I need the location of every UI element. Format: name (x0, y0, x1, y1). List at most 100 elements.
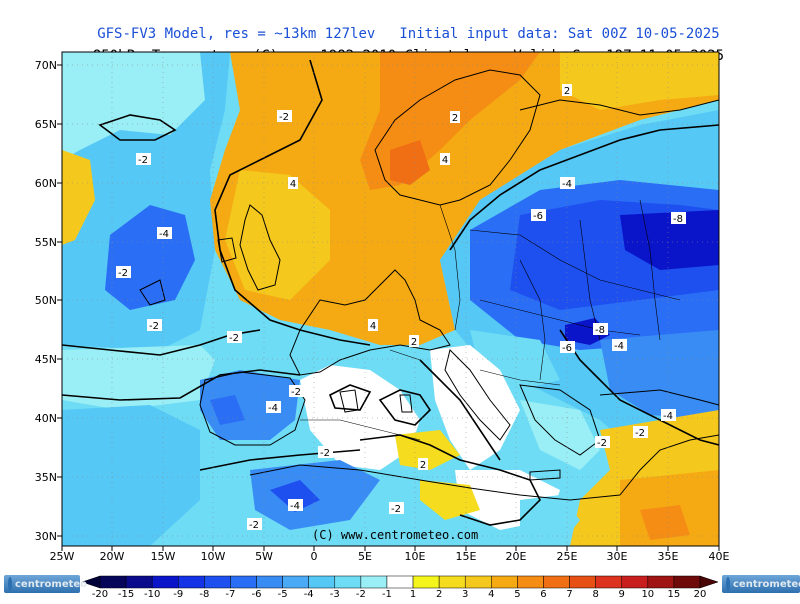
colorbar-tick-label: -15 (117, 589, 135, 600)
colorbar-swatch (543, 575, 570, 589)
colorbar-swatch (99, 575, 127, 589)
axis-ticks (57, 64, 720, 551)
contour-label: -2 (249, 520, 259, 531)
egypt-light (520, 495, 580, 546)
colorbar (0, 573, 800, 600)
colorbar-swatch (386, 575, 414, 589)
contour-label: -4 (614, 341, 624, 352)
contour-label: 2 (564, 86, 570, 97)
colorbar-tick-label: 2 (435, 589, 443, 600)
colorbar-swatch (204, 575, 231, 589)
colorbar-swatch (334, 575, 362, 589)
lat-label: 55N (34, 236, 57, 249)
colorbar-tick-label: 20 (693, 589, 707, 600)
colorbar-swatch (308, 575, 336, 589)
colorbar-tick-label: 10 (641, 589, 655, 600)
lon-label: 15E (455, 550, 477, 563)
colorbar-tick-label: 4 (488, 589, 495, 600)
coastlines (139, 69, 719, 501)
colorbar-tick-label: -1 (381, 589, 392, 600)
copyright-text: (C) www.centrometeo.com (312, 528, 479, 542)
contour-label: 2 (411, 337, 417, 348)
centrometeo-logo-left: centrometeo (4, 575, 87, 593)
colorbar-tick-label: 5 (514, 589, 521, 600)
colorbar-swatch (517, 575, 544, 589)
model-title: GFS-FV3 Model, res = ~13km 127lev Initial… (0, 10, 800, 42)
colorbar-tick-label: -3 (329, 589, 340, 600)
model-info: GFS-FV3 Model, res = ~13km 127lev (97, 26, 376, 42)
contour-label: -8 (595, 325, 605, 336)
contour-label: 4 (442, 155, 448, 166)
central-med-warm (395, 430, 460, 470)
lat-label: 60N (34, 177, 57, 190)
lat-label: 40N (34, 412, 57, 425)
lon-label: 25E (556, 550, 578, 563)
colorbar-max-arrow (699, 575, 719, 589)
british-isles-warm (225, 170, 330, 300)
colorbar-tick-label: -5 (277, 589, 288, 600)
colorbar-tick-label: 15 (667, 589, 681, 600)
colorbar-tick-label: -7 (225, 589, 236, 600)
contour-label: -6 (562, 343, 572, 354)
contour-label: -6 (533, 211, 543, 222)
lon-label: 15W (150, 550, 176, 563)
colorbar-tick-label: -10 (144, 589, 161, 600)
colorbar-tick-label: -8 (199, 589, 210, 600)
colorbar-swatch (256, 575, 283, 589)
contour-label: -2 (229, 333, 239, 344)
colorbar-tick-label: 7 (566, 589, 573, 600)
contour-label: -4 (562, 179, 572, 190)
contour-label: -2 (635, 428, 645, 439)
lat-label: 35N (34, 471, 57, 484)
western-med-neutral (300, 365, 420, 470)
contour-label: -4 (268, 403, 278, 414)
italy-neutral (430, 345, 520, 470)
colorbar-tick-label: 1 (409, 589, 417, 600)
lon-label: 5W (255, 550, 273, 563)
colorbar-tick-label: 3 (462, 589, 469, 600)
colorbar-tick-label: -4 (303, 589, 314, 600)
centrometeo-logo-right: centrometeo (722, 575, 800, 593)
contour-label: -2 (118, 268, 128, 279)
warm-region (210, 52, 719, 345)
colorbar-graphic (81, 575, 719, 589)
lon-label: 0 (310, 550, 318, 563)
lat-label: 70N (34, 59, 57, 72)
atlas-core (270, 480, 320, 512)
colorbar-tick-label: 8 (592, 589, 599, 600)
colorbar-swatch (125, 575, 153, 589)
atlantic-deep-cold (105, 205, 195, 310)
colorbar-swatch (621, 575, 649, 589)
contour-label: -4 (663, 411, 673, 422)
colorbar-tick-label: -20 (91, 589, 109, 600)
contour-label: 2 (420, 460, 426, 471)
canary-cold (62, 405, 200, 546)
iberia-core (210, 395, 245, 425)
lat-label: 65N (34, 118, 57, 131)
lon-label: 35E (657, 550, 679, 563)
tunisia-warm (420, 480, 480, 520)
lon-label: 30E (606, 550, 628, 563)
colorbar-swatch (151, 575, 179, 589)
colorbar-tick-label: 9 (618, 589, 625, 600)
zero-contours (62, 59, 719, 526)
colorbar-swatch (282, 575, 309, 589)
contour-label: -4 (290, 501, 300, 512)
lon-label: 20W (99, 550, 125, 563)
greece-light (520, 400, 600, 470)
colorbar-tick-label: -6 (251, 589, 262, 600)
contour-label: -2 (279, 112, 289, 123)
lon-label: 10E (404, 550, 426, 563)
contour-label: 4 (290, 179, 296, 190)
contour-label: 2 (452, 113, 458, 124)
lon-label: 25W (49, 550, 75, 563)
logo-icon (726, 577, 730, 591)
arctic-warm (560, 52, 719, 110)
contour-label: -4 (159, 229, 169, 240)
lat-label: 30N (34, 530, 57, 543)
colorbar-tick-label: 6 (540, 589, 547, 600)
colorbar-swatch (464, 575, 492, 589)
colorbar-swatch (438, 575, 466, 589)
